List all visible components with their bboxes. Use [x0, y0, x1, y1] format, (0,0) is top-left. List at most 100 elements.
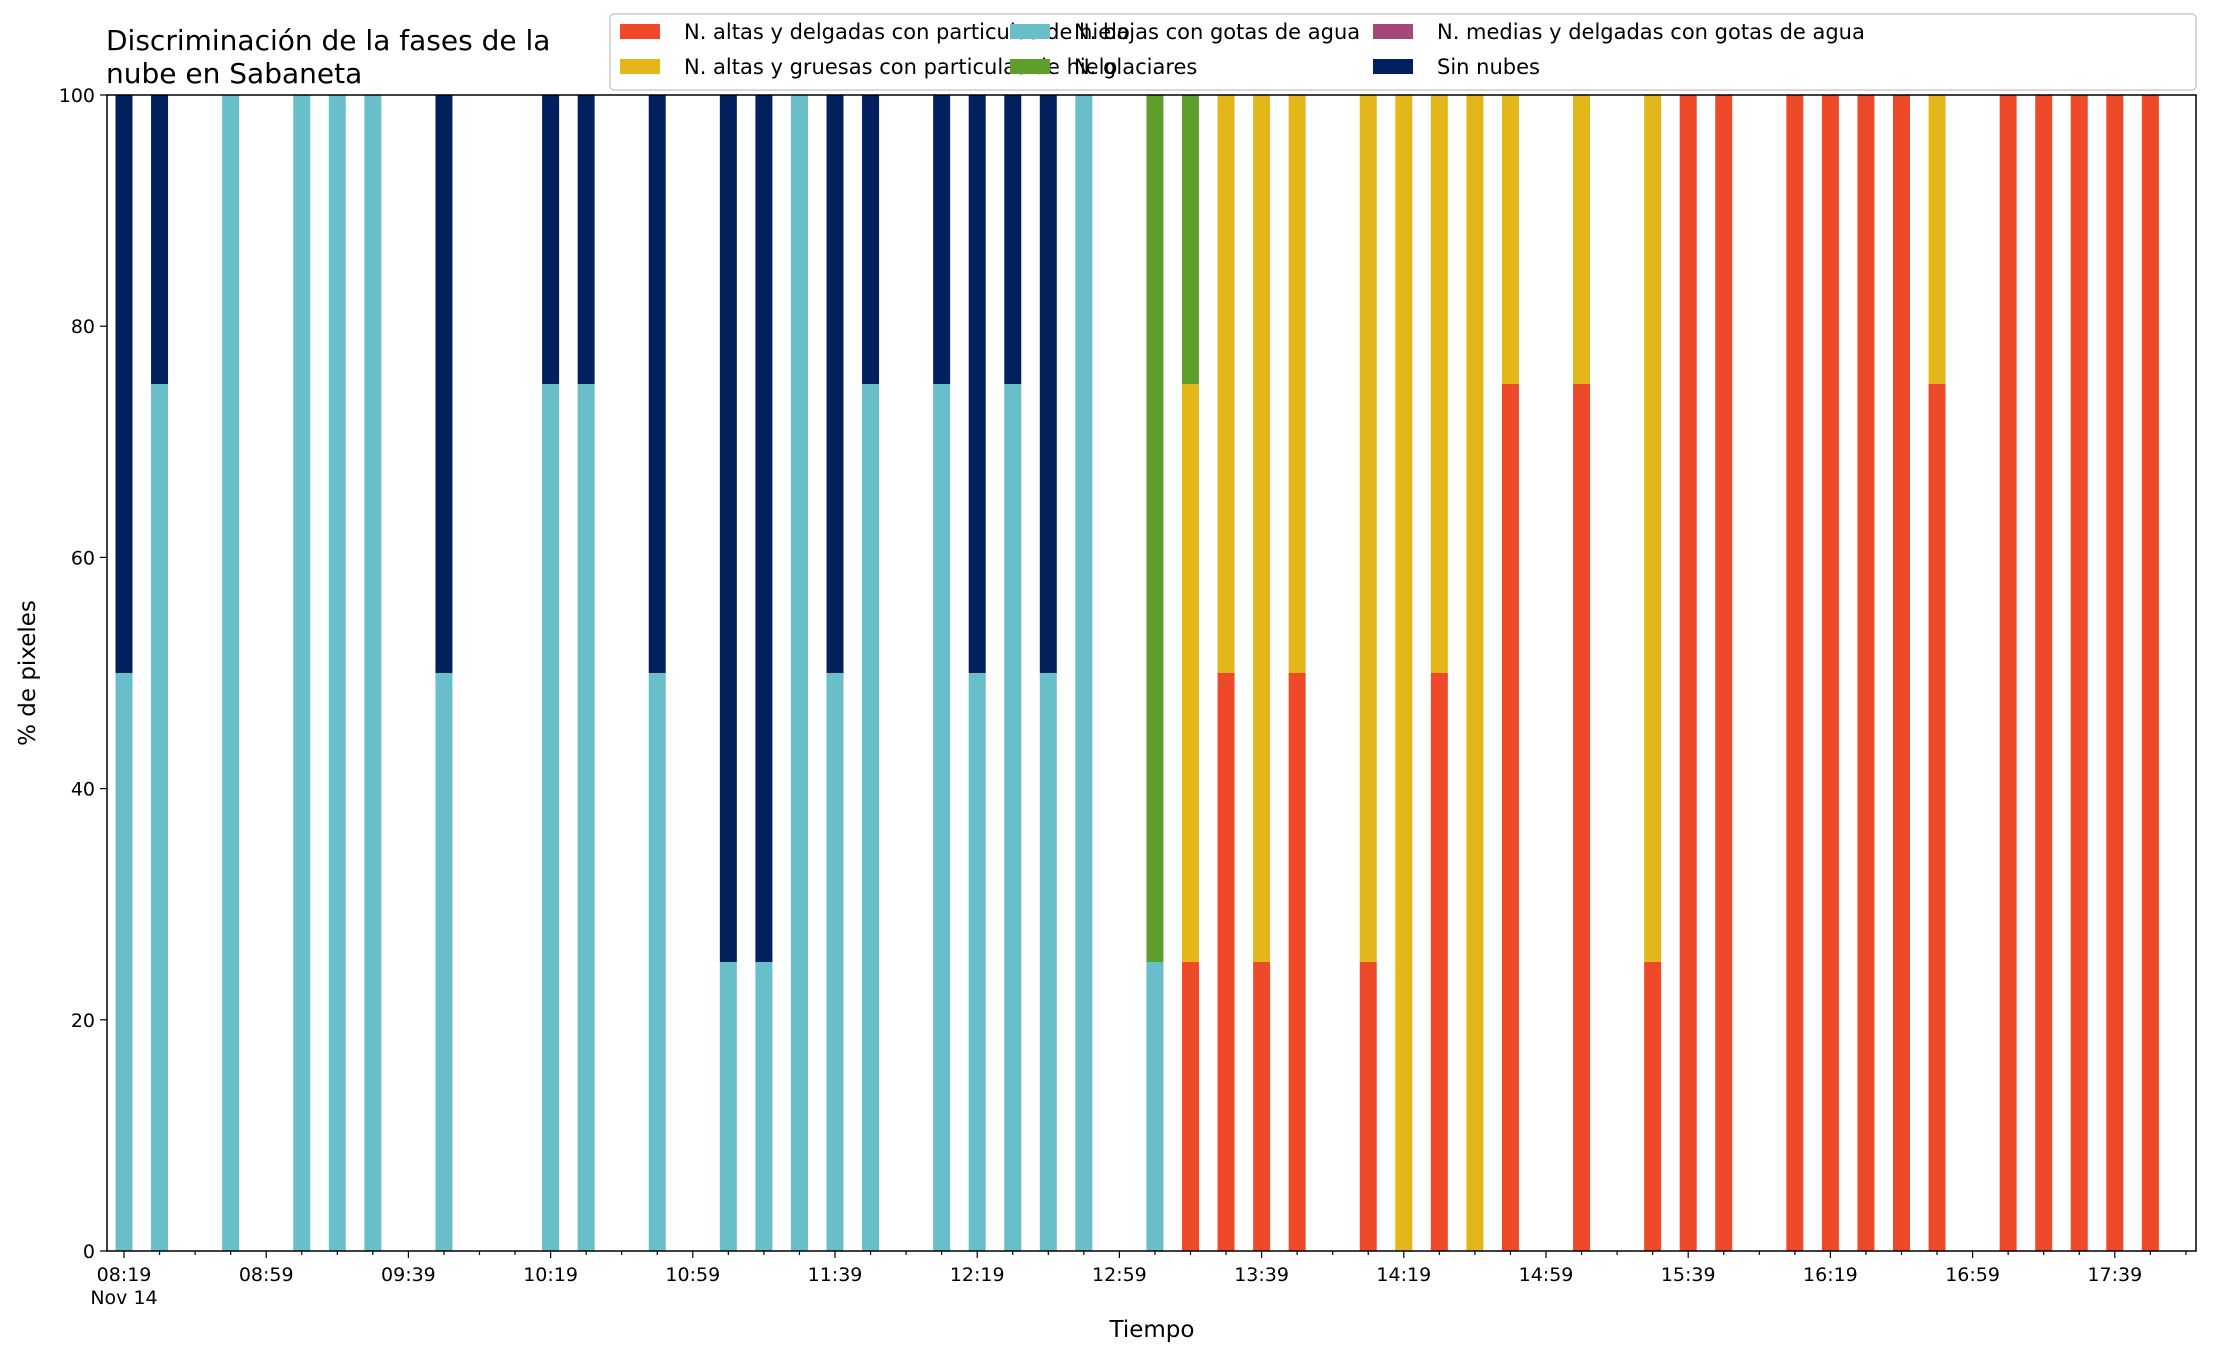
bar-segment-glaciares — [1146, 95, 1164, 962]
bar-segment-altas-delgadas — [1430, 673, 1448, 1251]
bar-segment-altas-delgadas — [2141, 95, 2159, 1251]
bar-segment-bajas — [1146, 962, 1164, 1251]
bar-segment-sin-nubes — [968, 95, 986, 673]
bar-segment-altas-gruesas — [1573, 95, 1591, 384]
legend-item-bajas: N. bajas con gotas de agua — [1010, 20, 1360, 44]
legend-label: N. medias y delgadas con gotas de agua — [1437, 20, 1865, 44]
x-tick-label: 12:19 — [950, 1264, 1005, 1286]
bar-stack — [1501, 95, 1519, 1251]
bar-stack — [1288, 95, 1306, 1251]
bar-segment-altas-gruesas — [1359, 95, 1377, 962]
bar-segment-bajas — [328, 95, 346, 1251]
bar-stack — [755, 95, 773, 1251]
legend-label: N. bajas con gotas de agua — [1074, 20, 1360, 44]
legend-swatch — [1010, 24, 1050, 39]
bar-stack — [115, 95, 133, 1251]
bar-segment-sin-nubes — [719, 95, 737, 962]
x-tick-label: 10:59 — [665, 1264, 720, 1286]
bar-segment-altas-gruesas — [1182, 384, 1199, 962]
legend-item-medias: N. medias y delgadas con gotas de agua — [1373, 20, 1865, 44]
bar-stack — [293, 95, 311, 1251]
bar-segment-sin-nubes — [1039, 95, 1057, 673]
x-tick-sublabel: Nov 14 — [90, 1287, 157, 1309]
bar-stack — [719, 95, 737, 1251]
bar-stack — [790, 95, 808, 1251]
x-tick-label: 11:39 — [808, 1264, 863, 1286]
x-tick-label: 16:59 — [1945, 1264, 2000, 1286]
bar-segment-sin-nubes — [151, 95, 169, 384]
legend-label: N. glaciares — [1074, 55, 1197, 79]
bar-segment-altas-delgadas — [2106, 95, 2124, 1251]
y-tick-label: 100 — [59, 85, 95, 107]
x-axis-label: Tiempo — [1109, 1317, 1195, 1343]
bar-segment-altas-gruesas — [1288, 95, 1306, 673]
bar-stack — [1928, 95, 1946, 1251]
bar-stack — [1253, 95, 1271, 1251]
legend-item-sin-nubes: Sin nubes — [1373, 55, 1540, 79]
bar-segment-bajas — [364, 95, 382, 1251]
bar-stack — [1430, 95, 1448, 1251]
bar-segment-altas-gruesas — [1501, 95, 1519, 384]
legend-label: N. altas y delgadas con particulas de hi… — [684, 20, 1130, 44]
bar-segment-altas-delgadas — [1182, 962, 1199, 1251]
bar-stack — [222, 95, 240, 1251]
bar-stack — [542, 95, 560, 1251]
chart-title-line-2: nube en Sabaneta — [106, 57, 362, 90]
bar-segment-altas-gruesas — [1644, 95, 1662, 962]
x-tick-label: 14:19 — [1376, 1264, 1431, 1286]
bar-stack — [826, 95, 844, 1251]
bar-stack — [862, 95, 880, 1251]
x-tick-label: 09:39 — [381, 1264, 436, 1286]
bar-segment-altas-delgadas — [1359, 962, 1377, 1251]
x-tick-label: 13:39 — [1234, 1264, 1289, 1286]
plot-frame — [106, 94, 2197, 1252]
bar-segment-bajas — [862, 384, 880, 1251]
bar-segment-altas-gruesas — [1466, 95, 1484, 1251]
bar-stack — [2035, 95, 2053, 1251]
x-tick-label: 12:59 — [1092, 1264, 1147, 1286]
bar-segment-bajas — [435, 673, 453, 1251]
chart-title-line-1: Discriminación de la fases de la — [106, 24, 550, 57]
y-tick-label: 40 — [71, 779, 95, 801]
bar-segment-bajas — [151, 384, 169, 1251]
bar-stack — [1821, 95, 1839, 1251]
bar-stack — [1857, 95, 1875, 1251]
bar-stack — [2141, 95, 2159, 1251]
bar-segment-sin-nubes — [862, 95, 880, 384]
bar-segment-altas-gruesas — [1395, 95, 1413, 1251]
legend-label: N. altas y gruesas con particulas de hie… — [684, 55, 1117, 79]
bar-segment-altas-delgadas — [1217, 673, 1235, 1251]
bar-stack — [577, 95, 595, 1251]
y-axis-label: % de pixeles — [15, 600, 41, 746]
legend-item-glaciares: N. glaciares — [1010, 55, 1197, 79]
bar-segment-bajas — [115, 673, 133, 1251]
bar-segment-altas-delgadas — [1893, 95, 1910, 1251]
bar-stack — [1039, 95, 1057, 1251]
x-tick-label: 15:39 — [1661, 1264, 1716, 1286]
bar-segment-altas-delgadas — [2035, 95, 2053, 1251]
legend-swatch — [620, 24, 660, 39]
bar-segment-bajas — [826, 673, 844, 1251]
bar-segment-glaciares — [1182, 95, 1199, 384]
bar-stack — [648, 95, 666, 1251]
bar-stack — [968, 95, 986, 1251]
bar-stack — [1146, 95, 1164, 1251]
x-tick-label: 17:39 — [2087, 1264, 2142, 1286]
bar-stack — [328, 95, 346, 1251]
bar-stack — [1999, 95, 2017, 1251]
bar-segment-bajas — [577, 384, 595, 1251]
bar-segment-altas-delgadas — [1857, 95, 1875, 1251]
bar-segment-sin-nubes — [755, 95, 773, 962]
bar-stack — [1217, 95, 1235, 1251]
bar-segment-sin-nubes — [648, 95, 666, 673]
legend-items: N. altas y delgadas con particulas de hi… — [620, 20, 1865, 79]
bar-segment-altas-delgadas — [1821, 95, 1839, 1251]
legend-swatch — [1373, 59, 1413, 74]
x-tick-label: 14:59 — [1519, 1264, 1574, 1286]
bar-segment-bajas — [293, 95, 311, 1251]
bar-stack — [1182, 95, 1199, 1251]
bar-stack — [933, 95, 951, 1251]
bar-segment-altas-delgadas — [1679, 95, 1697, 1251]
x-tick-label: 08:19 — [97, 1264, 152, 1286]
y-tick-label: 20 — [71, 1010, 95, 1032]
